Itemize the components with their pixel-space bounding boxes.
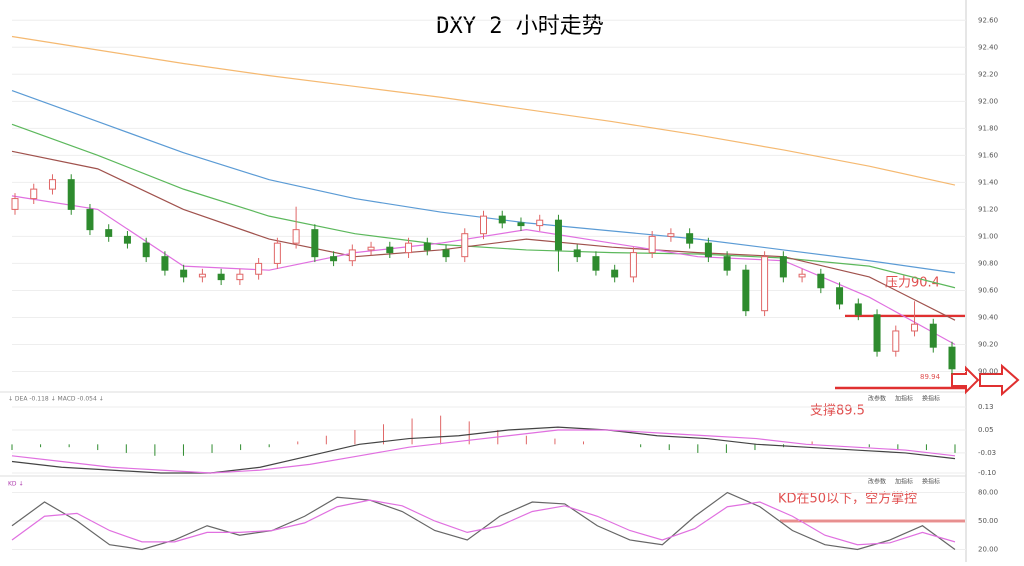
candle-body bbox=[236, 273, 244, 281]
candle-body bbox=[779, 256, 787, 278]
candle-body bbox=[498, 215, 506, 224]
y-tick-label: 50.00 bbox=[978, 517, 998, 525]
candle-body bbox=[123, 235, 131, 244]
y-tick-label: 91.20 bbox=[978, 205, 998, 213]
panel-header: ↓ DEA -0.118 ↓ MACD -0.054 ↓ bbox=[8, 396, 104, 403]
y-tick-label: 92.60 bbox=[978, 16, 998, 24]
annotation: KD在50以下，空方掌控 bbox=[778, 491, 917, 507]
y-tick-label: -0.03 bbox=[978, 449, 996, 457]
candle-body bbox=[929, 323, 937, 348]
candle-body bbox=[798, 273, 806, 278]
y-tick-label: 90.60 bbox=[978, 286, 998, 294]
panel-button: 加指标 bbox=[895, 478, 913, 486]
candle-body bbox=[180, 269, 188, 278]
indicator-line bbox=[11, 123, 956, 289]
candle-body bbox=[461, 233, 469, 258]
panel-button: 换指标 bbox=[922, 478, 940, 486]
y-tick-label: 91.60 bbox=[978, 151, 998, 159]
y-tick-label: 92.40 bbox=[978, 43, 998, 51]
candle-body bbox=[30, 188, 38, 200]
indicator-line bbox=[11, 150, 956, 321]
y-tick-label: 90.40 bbox=[978, 313, 998, 321]
panel-button: 改参数 bbox=[868, 395, 886, 403]
candle-body bbox=[873, 314, 881, 352]
candle-body bbox=[836, 287, 844, 305]
candle-body bbox=[667, 233, 675, 237]
y-tick-label: 90.80 bbox=[978, 259, 998, 267]
panel-button: 加指标 bbox=[895, 395, 913, 403]
y-tick-label: 20.00 bbox=[978, 545, 998, 553]
y-tick-label: 91.00 bbox=[978, 232, 998, 240]
candle-body bbox=[592, 256, 600, 271]
candle-body bbox=[348, 249, 356, 262]
candle-body bbox=[517, 222, 525, 227]
candle-body bbox=[480, 215, 487, 235]
y-tick-label: 91.40 bbox=[978, 178, 998, 186]
y-tick-label: 90.00 bbox=[978, 367, 998, 375]
y-tick-label: 92.20 bbox=[978, 70, 998, 78]
candle-body bbox=[442, 249, 450, 258]
candle-body bbox=[367, 246, 375, 251]
candle-body bbox=[217, 273, 225, 281]
candle-body bbox=[11, 198, 19, 210]
candle-body bbox=[854, 303, 862, 316]
candle-body bbox=[48, 179, 56, 190]
y-tick-label: 80.00 bbox=[978, 489, 998, 497]
candle-body bbox=[948, 346, 956, 370]
y-tick-label: 90.20 bbox=[978, 340, 998, 348]
candle-body bbox=[761, 256, 769, 312]
candle-body bbox=[911, 323, 919, 332]
candle-body bbox=[686, 233, 694, 244]
candle-body bbox=[554, 219, 562, 251]
price-label: 89.94 bbox=[920, 373, 941, 381]
candle-body bbox=[611, 269, 619, 278]
panel-header: KD ↓ bbox=[8, 481, 24, 488]
indicator-line bbox=[11, 35, 956, 186]
indicator-line bbox=[11, 499, 956, 546]
candle-body bbox=[817, 273, 825, 289]
candle-body bbox=[86, 208, 94, 231]
candle-body bbox=[105, 229, 113, 237]
indicator-line bbox=[11, 429, 956, 474]
candle-body bbox=[311, 229, 319, 258]
panel-button: 改参数 bbox=[868, 478, 886, 486]
annotation: 压力90.4 bbox=[885, 276, 940, 291]
y-tick-label: -0.10 bbox=[978, 469, 996, 477]
candle-body bbox=[67, 179, 75, 210]
candle-body bbox=[423, 242, 431, 251]
candle-body bbox=[723, 256, 731, 271]
candle-body bbox=[405, 242, 413, 254]
panel-button: 换指标 bbox=[922, 395, 940, 403]
chart-title: DXY 2 小时走势 bbox=[436, 14, 603, 39]
candle-body bbox=[742, 269, 750, 312]
candle-body bbox=[142, 242, 150, 258]
candle-body bbox=[536, 219, 544, 227]
y-tick-label: 92.00 bbox=[978, 97, 998, 105]
candle-body bbox=[273, 242, 281, 264]
arrows bbox=[951, 363, 1020, 397]
indicator-line bbox=[11, 426, 956, 474]
candle-body bbox=[892, 330, 900, 352]
candle-body bbox=[704, 242, 712, 258]
annotation: 支撑89.5 bbox=[810, 404, 865, 419]
candle-body bbox=[161, 256, 169, 271]
y-tick-label: 0.05 bbox=[978, 426, 994, 434]
candle-body bbox=[573, 249, 581, 258]
candle-body bbox=[292, 229, 300, 244]
candle-body bbox=[648, 235, 656, 254]
candle-body bbox=[198, 273, 206, 278]
y-tick-label: 0.13 bbox=[978, 403, 994, 411]
candle-body bbox=[255, 262, 263, 275]
y-tick-label: 91.80 bbox=[978, 124, 998, 132]
candle-body bbox=[330, 256, 338, 262]
candle-body bbox=[629, 252, 637, 278]
candle-body bbox=[386, 246, 394, 254]
